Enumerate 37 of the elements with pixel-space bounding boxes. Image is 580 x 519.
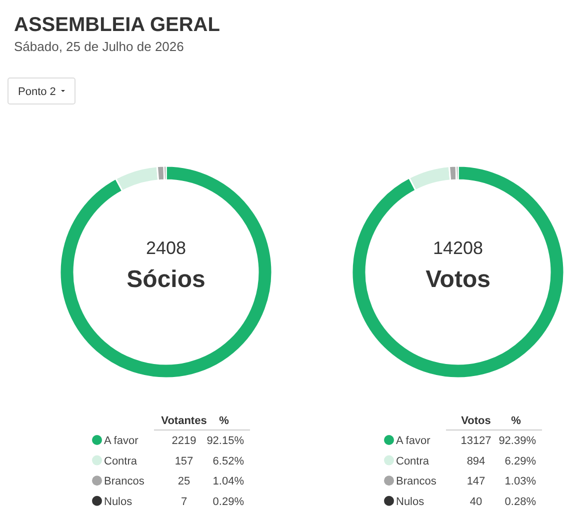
data-label: 2219 xyxy=(172,435,196,447)
text: 92.15% xyxy=(206,435,244,447)
legend-label: A favor xyxy=(396,435,431,447)
legend-label: Nulos xyxy=(396,496,425,508)
text: % xyxy=(219,415,230,427)
legend-label: Contra xyxy=(104,455,138,468)
text: 2408 xyxy=(146,238,186,258)
chart-subtitle: Sábado, 25 de Julho de 2026 xyxy=(14,39,184,54)
legend-label: Nulos xyxy=(104,496,133,508)
legend-title: Votantes xyxy=(161,415,207,427)
text: 1.04% xyxy=(212,476,244,488)
text: 6.29% xyxy=(504,455,536,468)
legend-label: Brancos xyxy=(104,476,145,488)
data-label: 7 xyxy=(180,496,188,508)
text: 92.39% xyxy=(498,435,536,447)
legend-title: Votos xyxy=(461,415,491,427)
text: 14208 xyxy=(432,238,484,258)
data-label: 40 xyxy=(470,496,482,508)
text: 0.29% xyxy=(212,496,244,508)
legend-label: Contra xyxy=(396,455,430,468)
donut-slice xyxy=(59,165,273,379)
chart-title: ASSEMBLEIA GERAL xyxy=(14,14,220,36)
text: % xyxy=(511,415,522,427)
text: 1.03% xyxy=(504,476,536,488)
text: Ponto 2 xyxy=(18,86,56,98)
text: 6.52% xyxy=(212,455,244,468)
data-label: 13127 xyxy=(460,435,492,447)
data-label: 157 xyxy=(174,455,194,468)
donut-slice xyxy=(351,165,565,379)
text: 0.28% xyxy=(504,496,536,508)
data-label: 147 xyxy=(466,476,486,488)
data-label: 894 xyxy=(466,455,486,468)
text: Votos xyxy=(426,266,490,293)
data-label: 25 xyxy=(178,476,190,488)
legend-label: Brancos xyxy=(396,476,437,488)
text: Sócios xyxy=(126,266,206,293)
legend-label: A favor xyxy=(104,435,139,447)
